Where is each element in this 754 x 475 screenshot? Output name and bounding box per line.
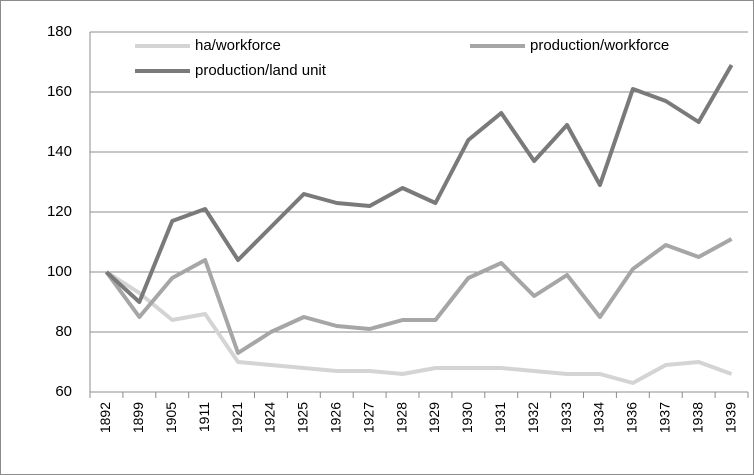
y-tick-label: 160 (47, 83, 72, 100)
x-tick-label: 1934 (591, 402, 607, 433)
legend-bg (468, 36, 698, 56)
x-tick-label: 1930 (459, 402, 475, 433)
x-tick-label: 1939 (722, 402, 738, 433)
series-line (104, 237, 733, 355)
x-tick-label: 1928 (393, 402, 409, 433)
x-tick-label: 1911 (196, 402, 212, 432)
x-tick-label: 1927 (360, 402, 376, 433)
legend-label: production/land unit (195, 62, 327, 79)
x-tick-label: 1938 (689, 402, 705, 433)
y-tick-label: 100 (47, 263, 72, 280)
legend-bg (133, 61, 363, 81)
x-tick-label: 1936 (624, 402, 640, 433)
y-tick-label: 140 (47, 143, 72, 160)
y-tick-label: 80 (55, 323, 72, 340)
x-tick-label: 1892 (97, 402, 113, 433)
x-tick-label: 1905 (163, 402, 179, 433)
x-tick-label: 1921 (229, 402, 245, 433)
series-line (105, 64, 734, 304)
legend-label: ha/workforce (195, 37, 281, 54)
x-tick-label: 1929 (426, 402, 442, 433)
y-tick-label: 120 (47, 203, 72, 220)
x-tick-label: 1925 (295, 402, 311, 433)
x-tick-label: 1937 (656, 402, 672, 433)
x-tick-label: 1931 (492, 402, 508, 433)
y-tick-label: 180 (47, 23, 72, 40)
x-tick-label: 1926 (327, 402, 343, 433)
x-tick-label: 1933 (558, 402, 574, 433)
x-tick-label: 1924 (262, 402, 278, 433)
series-line (105, 270, 733, 385)
legend-bg (133, 36, 363, 56)
x-tick-label: 1899 (130, 402, 146, 433)
y-tick-label: 60 (55, 383, 72, 400)
legend-label: production/workforce (530, 37, 669, 54)
x-tick-label: 1932 (525, 402, 541, 433)
